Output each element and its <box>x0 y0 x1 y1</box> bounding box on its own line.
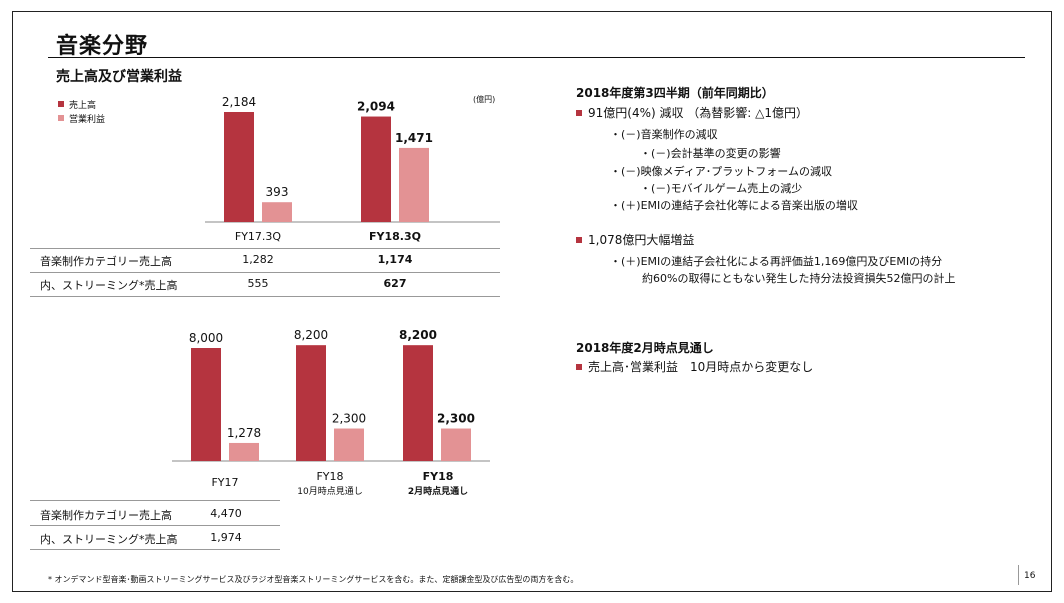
q3-bullet-profit-text: 1,078億円大幅増益 <box>588 233 695 247</box>
q3-heading: 2018年度第3四半期（前年同期比） <box>576 86 774 100</box>
legend-swatch-profit <box>58 115 64 121</box>
table1-rule-mid <box>30 272 500 273</box>
table2-rule-top <box>30 500 280 501</box>
table2-row0-val: 4,470 <box>210 507 242 520</box>
slide-frame <box>12 11 1052 592</box>
chart1-bar-profit <box>399 147 429 222</box>
page-number: 16 <box>1024 571 1036 581</box>
table2-row0-label: 音楽制作カテゴリー売上高 <box>40 509 172 522</box>
legend-label-profit: 営業利益 <box>69 114 106 125</box>
q3-profit-sub-item: 約60%の取得にともない発生した持分法投資損失52億円の計上 <box>642 272 956 285</box>
chart2-value-label: 8,200 <box>399 328 437 342</box>
legend-item-sales: 売上高 <box>58 97 105 111</box>
chart2-xlabel-1: FY18 <box>316 470 344 483</box>
table1-row1-val1: 627 <box>383 277 407 290</box>
chart1-xlabel-0: FY17.3Q <box>234 230 282 243</box>
q3-sub-item: ・(－)会計基準の変更の影響 <box>640 147 781 160</box>
q3-bullet-sales-text: 91億円(4%) 減収 （為替影響: △1億円） <box>588 106 809 120</box>
table1-rule-bottom <box>30 296 500 297</box>
chart2-bar-sales <box>296 345 326 461</box>
chart2-bar-profit <box>334 428 364 461</box>
table2-row1-val: 1,974 <box>210 531 242 544</box>
chart1-value-label: 2,184 <box>222 95 256 109</box>
chart2-bar-profit <box>229 442 259 461</box>
table1-row1-label: 内、ストリーミング*売上高 <box>40 279 178 292</box>
chart2-xlabel-2: FY18 <box>422 470 454 483</box>
legend-item-profit: 営業利益 <box>58 111 105 125</box>
chart1-value-label: 2,094 <box>357 100 395 114</box>
q3-sub-item: ・(－)モバイルゲーム売上の減少 <box>640 182 803 195</box>
table1-row0-val1: 1,174 <box>377 253 413 266</box>
chart2-xsublabel-1: 10月時点見通し <box>297 487 363 497</box>
bullet-marker <box>576 236 582 243</box>
table2-rule-bottom <box>30 549 280 550</box>
chart2-bar-sales <box>191 348 221 461</box>
chart1-bar-sales <box>224 112 254 222</box>
q3-sub-item: ・(＋)EMIの連結子会社化等による音楽出版の増収 <box>610 199 858 212</box>
chart1-xlabel-1: FY18.3Q <box>369 230 421 243</box>
chart2-xlabel-0: FY17 <box>211 476 239 489</box>
table2-row1-label: 内、ストリーミング*売上高 <box>40 533 178 546</box>
forecast-bullet: 売上高･営業利益 10月時点から変更なし <box>576 358 813 375</box>
chart2-value-label: 2,300 <box>437 412 475 426</box>
chart2-bar-sales <box>403 345 433 461</box>
forecast-bullet-text: 売上高･営業利益 10月時点から変更なし <box>588 360 814 374</box>
chart2-xsublabel-2: 2月時点見通し <box>407 487 469 497</box>
legend-swatch-sales <box>58 101 64 107</box>
chart2-bar-profit <box>441 428 471 461</box>
section-title: 売上高及び営業利益 <box>56 69 182 85</box>
forecast-heading: 2018年度2月時点見通し <box>576 341 714 355</box>
title-divider <box>48 57 1025 58</box>
chart1-bar-profit <box>262 202 292 222</box>
chart1-value-label: 393 <box>266 185 289 199</box>
table1-row1-val0: 555 <box>247 277 269 290</box>
q3-bullet-sales: 91億円(4%) 減収 （為替影響: △1億円） <box>576 104 808 121</box>
chart-legend: 売上高 営業利益 <box>58 97 105 125</box>
chart2-value-label: 8,000 <box>189 331 223 345</box>
chart2-value-label: 1,278 <box>227 426 261 440</box>
unit-label: (億円) <box>473 95 496 104</box>
chart1-value-label: 1,471 <box>395 131 433 145</box>
table1-row0-label: 音楽制作カテゴリー売上高 <box>40 255 172 268</box>
page-title: 音楽分野 <box>56 34 149 59</box>
bullet-marker <box>576 109 582 116</box>
chart2-value-label: 8,200 <box>294 328 328 342</box>
chart2-value-label: 2,300 <box>332 412 366 426</box>
legend-label-sales: 売上高 <box>69 100 97 111</box>
footnote: * オンデマンド型音楽･動画ストリーミングサービス及びラジオ型音楽ストリーミング… <box>48 575 579 584</box>
table1-rule-top <box>30 248 500 249</box>
q3-profit-sub-item: ・(＋)EMIの連結子会社化による再評価益1,169億円及びEMIの持分 <box>610 255 943 268</box>
page-number-divider <box>1018 565 1019 585</box>
q3-sub-item: ・(－)音楽制作の減収 <box>610 128 718 141</box>
table2-rule-mid <box>30 525 280 526</box>
bullet-marker <box>576 363 582 370</box>
chart1-bar-sales <box>361 116 391 222</box>
q3-sub-item: ・(－)映像メディア･プラットフォームの減収 <box>610 165 832 178</box>
table1-row0-val0: 1,282 <box>242 253 274 266</box>
q3-bullet-profit: 1,078億円大幅増益 <box>576 231 694 248</box>
